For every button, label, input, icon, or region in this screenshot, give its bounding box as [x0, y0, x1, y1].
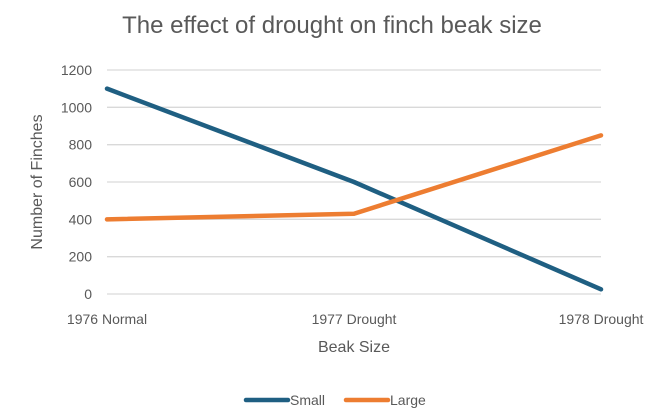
y-tick-label: 600: [69, 174, 93, 190]
x-tick-labels: 1976 Normal 1977 Drought 1978 Drought: [67, 311, 644, 327]
legend-item-small: Small: [243, 392, 325, 408]
chart-title: The effect of drought on finch beak size: [122, 12, 542, 39]
y-tick-label: 1200: [61, 62, 92, 78]
y-axis-label: Number of Finches: [29, 114, 46, 249]
y-tick-labels: 0 200 400 600 800 1000 1200: [61, 62, 92, 302]
legend-item-large: Large: [343, 392, 426, 408]
y-tick-label: 1000: [61, 99, 92, 115]
y-tick-label: 0: [84, 286, 92, 302]
x-tick-label: 1978 Drought: [559, 311, 644, 327]
legend-label: Large: [390, 392, 426, 408]
x-axis-label: Beak Size: [318, 339, 390, 356]
y-tick-label: 800: [69, 137, 93, 153]
y-tick-label: 400: [69, 211, 93, 227]
x-tick-label: 1976 Normal: [67, 311, 147, 327]
y-tick-label: 200: [69, 249, 93, 265]
legend: Small Large: [243, 392, 426, 408]
x-tick-label: 1977 Drought: [312, 311, 397, 327]
series-line-small: [104, 86, 604, 292]
series-lines: [104, 86, 604, 292]
legend-label: Small: [290, 392, 325, 408]
series-line-large: [104, 133, 604, 222]
